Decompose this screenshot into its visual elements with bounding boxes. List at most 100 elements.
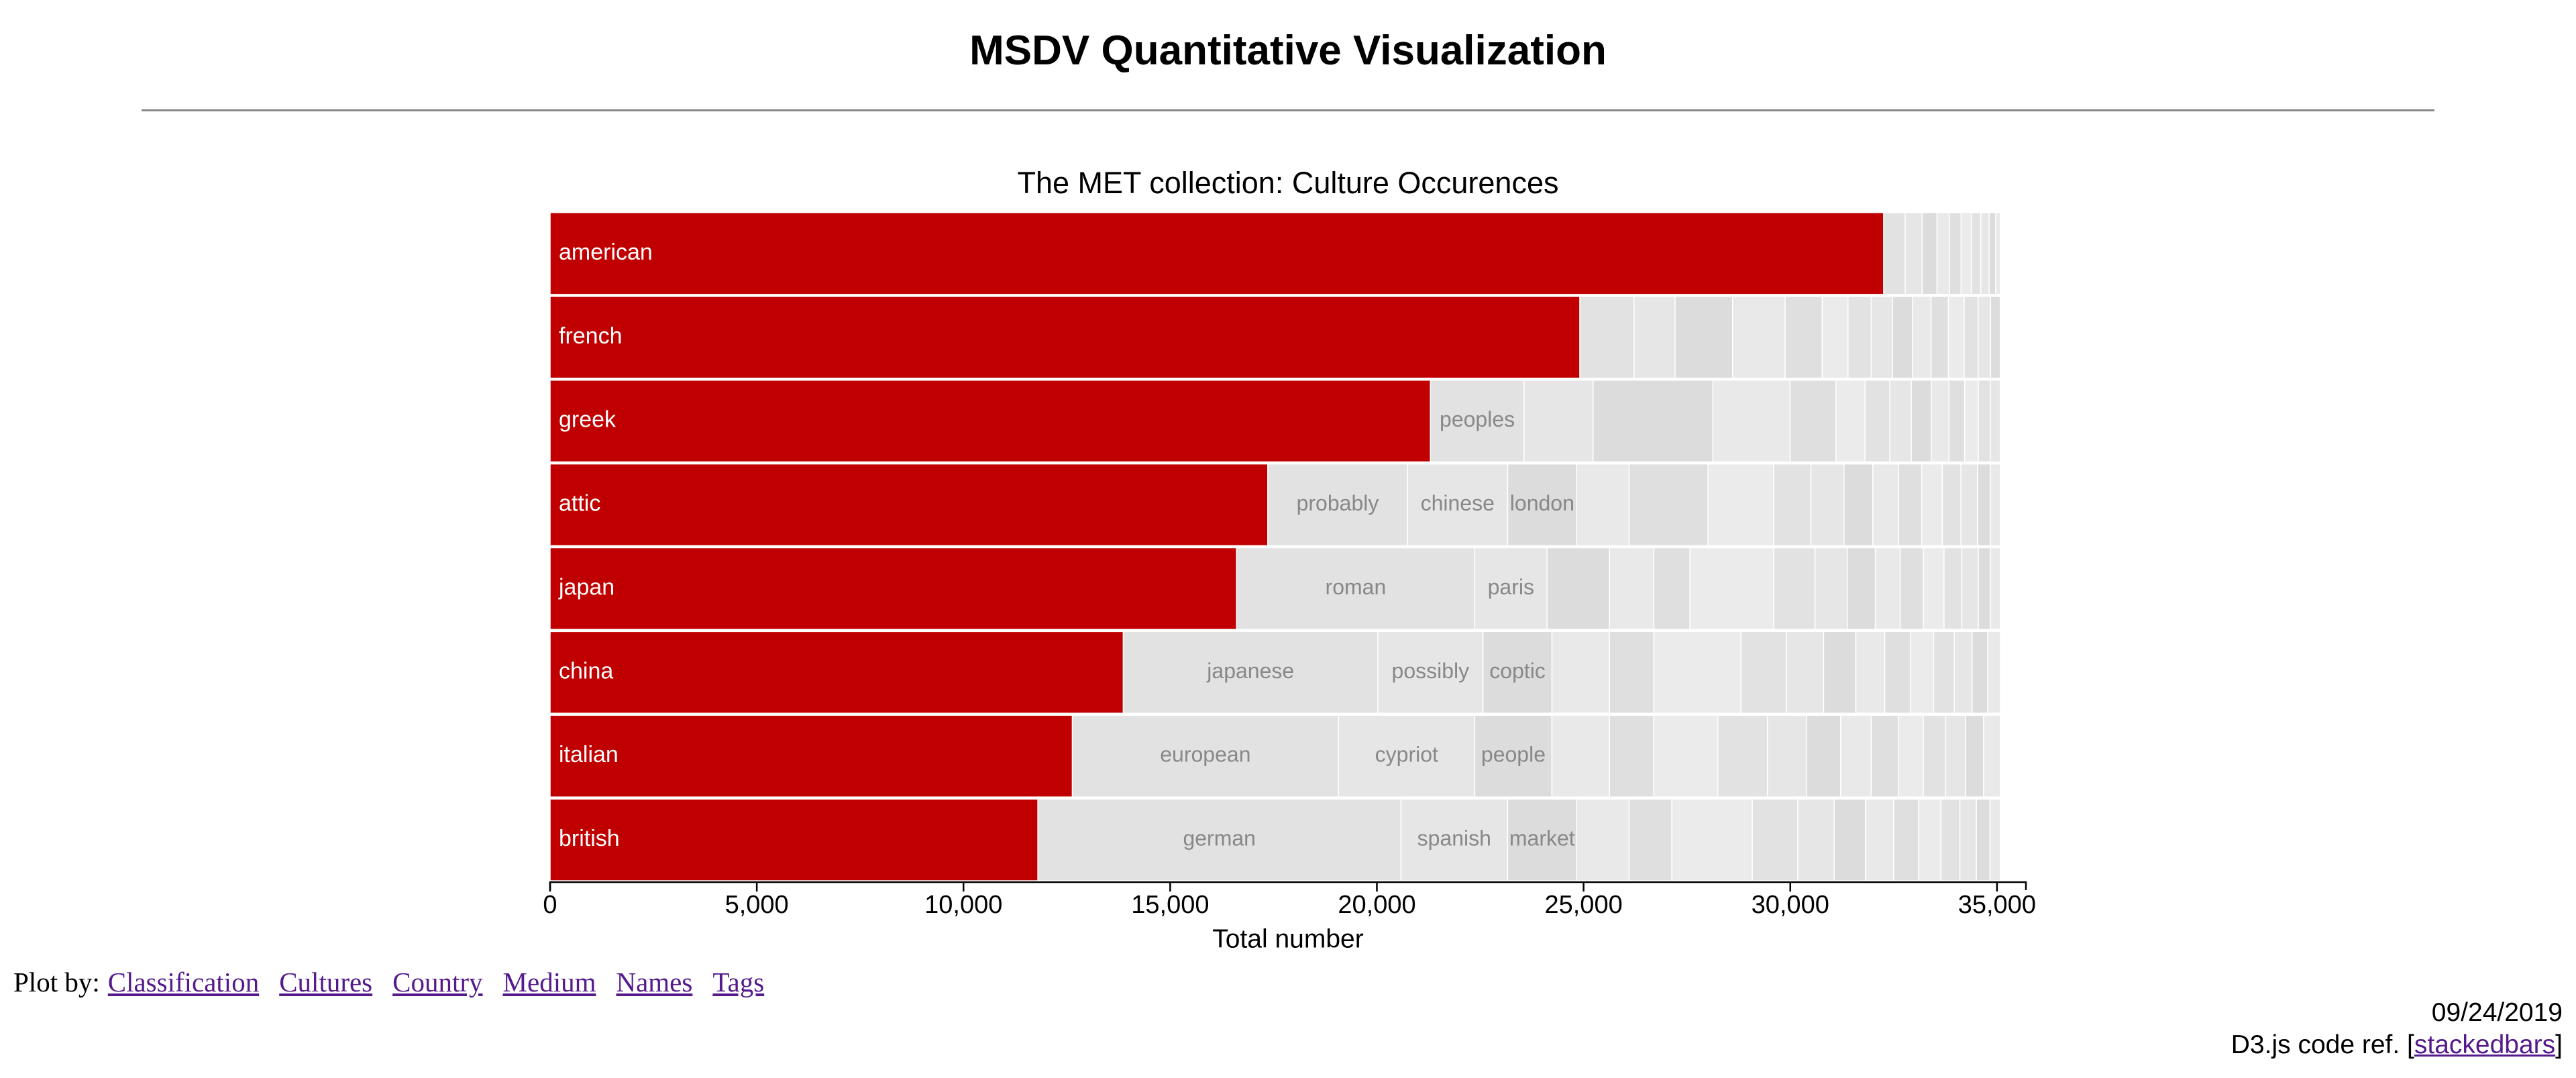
bar-segment: [1806, 714, 1841, 798]
segment-label: probably: [1297, 491, 1379, 515]
x-tick-label: 35,000: [1958, 891, 2036, 919]
category-label: italian: [559, 742, 619, 767]
bar-segment: [1430, 380, 1525, 463]
segment-label: roman: [1326, 575, 1387, 599]
bar-segment: [1864, 380, 1890, 463]
chart: The MET collection: Culture Occurences T…: [543, 166, 2036, 953]
bar-segment: [1773, 547, 1816, 631]
segment-label: possibly: [1392, 659, 1470, 683]
bar-segment: [1971, 631, 1988, 714]
bar-segment: [1898, 463, 1923, 547]
bar-segment-main: [549, 463, 1269, 547]
x-tick-label: 0: [543, 891, 557, 919]
category-label: japan: [558, 574, 614, 600]
bar-segment: [1899, 547, 1924, 631]
bar-segment: [1609, 631, 1655, 714]
divider: [142, 109, 2434, 111]
bar-segment: [1961, 547, 1979, 631]
bar-segment: [1551, 714, 1610, 798]
page-title: MSDV Quantitative Visualization: [969, 28, 1607, 74]
bar-segment: [1978, 380, 1991, 463]
bar-segment: [1923, 714, 1947, 798]
ref-prefix: D3.js code ref. [: [2231, 1030, 2414, 1059]
bar-segment: [1978, 547, 1991, 631]
bar-segment: [1653, 631, 1741, 714]
bar-segment: [1989, 798, 2001, 881]
bar-segment: [1786, 631, 1825, 714]
bar-segment: [1941, 463, 1962, 547]
bar-segment: [1523, 380, 1594, 463]
bar-segment: [1740, 631, 1787, 714]
nav-link[interactable]: Cultures: [279, 967, 373, 998]
bar-segment: [1821, 296, 1849, 379]
bar-segment: [1933, 631, 1955, 714]
bar-segment: [1959, 798, 1977, 881]
category-label: french: [559, 323, 623, 349]
bar-segment: [1037, 798, 1401, 881]
nav-link[interactable]: Names: [616, 967, 693, 998]
bar-segment: [1960, 212, 1972, 295]
bar-segment: [1965, 714, 1984, 798]
bar-segment: [1872, 463, 1899, 547]
bar-segment: [1236, 547, 1476, 631]
segment-label: coptic: [1489, 659, 1546, 683]
bar-segment: [1931, 380, 1950, 463]
bar-segment-main: [549, 631, 1124, 714]
bar-segment: [1766, 714, 1808, 798]
bar-segment: [1707, 463, 1774, 547]
bar-segment: [1995, 212, 2001, 295]
bar-segment: [1579, 296, 1635, 379]
nav-link[interactable]: Tags: [712, 967, 765, 998]
bar-segment: [1482, 631, 1553, 714]
x-tick-label: 5,000: [725, 891, 789, 919]
bar-segment: [1977, 463, 1991, 547]
bar-segment: [1940, 798, 1961, 881]
nav-label: Plot by:: [13, 967, 100, 998]
category-label: attic: [559, 491, 600, 517]
bar-segment: [1874, 547, 1901, 631]
bar-segment: [1855, 631, 1886, 714]
nav-link[interactable]: Classification: [107, 967, 260, 998]
footer: 09/24/2019 D3.js code ref. [stackedbars]: [2231, 997, 2563, 1061]
bar-segment: [1953, 631, 1973, 714]
x-tick-label: 20,000: [1338, 891, 1415, 919]
segment-label: london: [1510, 491, 1574, 515]
bar-segment: [1945, 714, 1966, 798]
bar-segment: [1653, 547, 1690, 631]
segment-label: japanese: [1206, 659, 1294, 683]
category-label: british: [559, 826, 620, 851]
bar-segment: [1628, 463, 1709, 547]
bar-segment-main: [549, 380, 1432, 463]
bar-segment: [1904, 212, 1923, 295]
bar-segment: [1930, 296, 1949, 379]
bar-segment-main: [549, 798, 1038, 881]
bar-segment: [1674, 296, 1733, 379]
bar-segment: [1633, 296, 1676, 379]
bar-segment: [1576, 798, 1630, 881]
bar-segment: [1846, 547, 1876, 631]
category-label: american: [559, 239, 653, 265]
segment-label: european: [1160, 743, 1250, 767]
bar-segment: [1983, 714, 2001, 798]
bar-segment-main: [549, 296, 1580, 379]
bar-segment: [1507, 798, 1577, 881]
segment-label: peoples: [1440, 407, 1515, 431]
ref-link[interactable]: stackedbars: [2414, 1030, 2556, 1059]
category-label: china: [559, 658, 613, 684]
bar-segment: [1843, 463, 1874, 547]
bar-segment: [1576, 463, 1630, 547]
segment-label: market: [1509, 826, 1575, 851]
bar-segment: [1712, 380, 1791, 463]
bar-segment: [1773, 463, 1812, 547]
bar-segment: [1833, 798, 1866, 881]
bar-segment: [1936, 212, 1950, 295]
nav-link[interactable]: Medium: [502, 967, 596, 998]
bar-segment: [1407, 463, 1509, 547]
bar-segment: [1990, 463, 2001, 547]
segment-label: people: [1481, 743, 1546, 767]
bar-segment: [1911, 380, 1932, 463]
bar-segment: [1970, 212, 1982, 295]
nav-link[interactable]: Country: [392, 967, 483, 998]
